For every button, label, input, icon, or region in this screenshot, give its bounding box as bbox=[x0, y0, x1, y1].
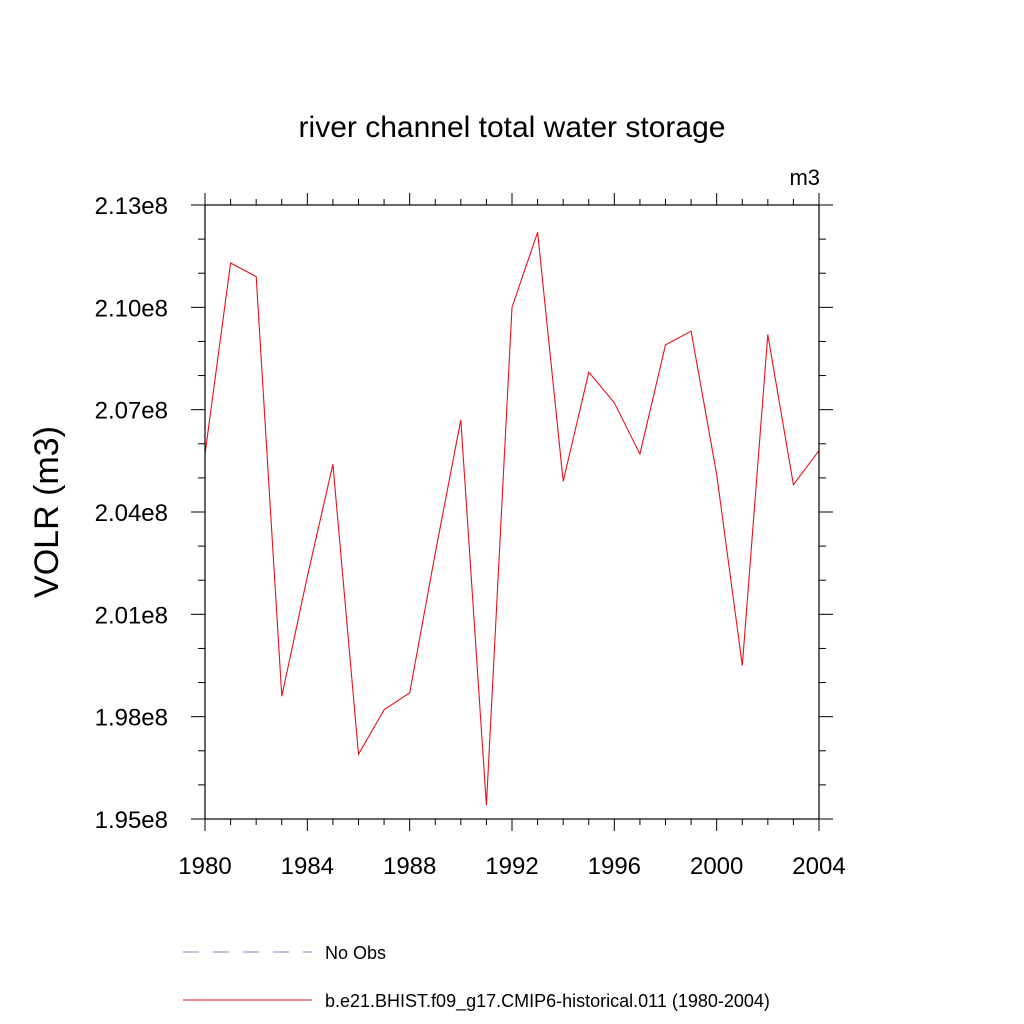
axis-ticks bbox=[191, 193, 833, 831]
x-tick-label: 2000 bbox=[690, 853, 743, 880]
y-axis-label: VOLR (m3) bbox=[28, 426, 66, 598]
x-tick-label: 1992 bbox=[485, 853, 538, 880]
y-tick-label: 2.13e8 bbox=[95, 193, 168, 220]
y-tick-label: 1.95e8 bbox=[95, 807, 168, 834]
tick-labels: 1980 1984 1988 1992 1996 2000 2004 1.95e8 1.98e8… bbox=[95, 193, 846, 880]
units-label: m3 bbox=[789, 165, 820, 190]
y-tick-label: 2.01e8 bbox=[95, 602, 168, 629]
series-line bbox=[204, 232, 820, 806]
legend-label: b.e21.BHIST.f09_g17.CMIP6-historical.011… bbox=[325, 991, 770, 1012]
legend-label: No Obs bbox=[325, 943, 386, 963]
plot-frame bbox=[204, 204, 820, 820]
y-tick-label: 2.10e8 bbox=[95, 295, 168, 322]
x-tick-label: 2004 bbox=[792, 853, 845, 880]
y-tick-label: 2.07e8 bbox=[95, 398, 168, 425]
y-tick-label: 2.04e8 bbox=[95, 500, 168, 527]
x-tick-label: 1980 bbox=[178, 853, 231, 880]
x-tick-label: 1996 bbox=[588, 853, 641, 880]
x-tick-label: 1988 bbox=[383, 853, 436, 880]
series-layer bbox=[204, 232, 820, 806]
y-tick-label: 1.98e8 bbox=[95, 705, 168, 732]
x-tick-label: 1984 bbox=[281, 853, 334, 880]
legend: No Obs b.e21.BHIST.f09_g17.CMIP6-historic… bbox=[183, 943, 770, 1012]
chart-title: river channel total water storage bbox=[299, 111, 726, 144]
